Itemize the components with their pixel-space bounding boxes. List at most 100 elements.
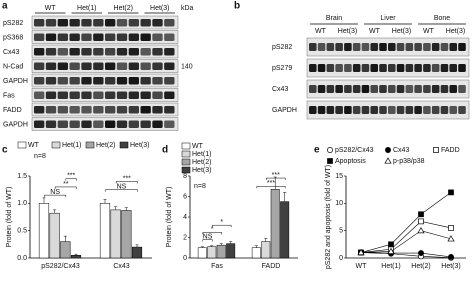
- blot-band: [431, 106, 440, 114]
- blot-band: [164, 33, 175, 41]
- blot-band: [317, 43, 326, 51]
- blot-band: [344, 85, 352, 93]
- blot-band: [93, 33, 104, 41]
- blot-band: [449, 85, 458, 93]
- blot-band: [140, 33, 151, 41]
- blot-band: [34, 33, 45, 41]
- legend-marker: [327, 158, 333, 164]
- legend-label: Het(1): [62, 142, 81, 149]
- blot-band: [423, 85, 431, 93]
- blot-band: [326, 64, 335, 72]
- blot-band: [152, 77, 163, 85]
- significance-label: *: [220, 219, 223, 226]
- row-label: FADD: [3, 107, 22, 114]
- blot-band: [45, 77, 57, 85]
- significance-bracket: [105, 189, 138, 192]
- legend-label: Het(1): [192, 151, 211, 158]
- blot-band: [69, 19, 80, 27]
- legend-label: Het(3): [130, 142, 149, 149]
- legend-swatch: [51, 141, 61, 149]
- significance-label: ***: [67, 173, 75, 180]
- row-label: GAPDH: [272, 107, 297, 114]
- group-label: Het(3): [446, 28, 465, 35]
- significance-label: ***: [123, 175, 131, 182]
- significance-label: NS: [203, 233, 213, 240]
- row-label: GAPDH: [3, 122, 28, 129]
- blot-band: [152, 62, 163, 70]
- blot-band: [140, 120, 151, 128]
- legend-marker: [433, 147, 439, 153]
- row-label: GAPDH: [3, 78, 28, 85]
- blot-band: [396, 106, 405, 114]
- blot-band: [440, 64, 449, 72]
- blot-band: [81, 62, 92, 70]
- blot-band: [69, 48, 80, 56]
- blot-band: [81, 19, 92, 27]
- note: n=8: [194, 183, 206, 190]
- panel-label: d: [162, 145, 168, 156]
- blot-band: [34, 62, 45, 70]
- point: [387, 247, 395, 254]
- blot-band: [116, 33, 128, 41]
- bar: [226, 243, 236, 259]
- tissue-label: Bone: [434, 15, 450, 22]
- blot-band: [128, 106, 139, 114]
- blot-band: [164, 48, 175, 56]
- blot-band: [370, 85, 379, 93]
- row-label: pS279: [272, 65, 292, 72]
- blot-band: [45, 19, 57, 27]
- blot-band: [317, 106, 326, 114]
- row-label: Cx43: [272, 86, 288, 93]
- blot-band: [57, 77, 68, 85]
- group-label: WT: [315, 28, 327, 35]
- blot-band: [152, 33, 163, 41]
- blot-band: [317, 64, 326, 72]
- point: [447, 235, 455, 242]
- x-tick-label: Cx43: [113, 263, 129, 270]
- y-tick-label: 4: [183, 214, 187, 221]
- blot-band: [449, 106, 458, 114]
- blot-band: [152, 48, 163, 56]
- blot-band: [93, 19, 104, 27]
- blot-band: [361, 43, 370, 51]
- blot-band: [431, 85, 440, 93]
- blot-band: [414, 64, 422, 72]
- bar: [60, 241, 71, 259]
- blot-band: [379, 85, 387, 93]
- blot-band: [34, 19, 45, 27]
- blot-band: [81, 48, 92, 56]
- bar: [280, 201, 290, 259]
- blot-band: [45, 33, 57, 41]
- blot-band: [128, 62, 139, 70]
- blot-band: [128, 77, 139, 85]
- row-label: N-Cad: [3, 64, 23, 71]
- significance-label: NS: [117, 184, 127, 191]
- blot-band: [152, 106, 163, 114]
- blot-band: [45, 48, 57, 56]
- blot-band: [105, 120, 116, 128]
- point: [448, 225, 454, 231]
- blot-band: [405, 43, 414, 51]
- x-tick-label: Het(3): [441, 263, 460, 270]
- blot-band: [164, 120, 175, 128]
- blot-band: [309, 106, 317, 114]
- point: [418, 211, 424, 218]
- blot-band: [69, 77, 80, 85]
- blot-band: [81, 33, 92, 41]
- legend-label: FADD: [441, 147, 460, 154]
- y-tick-label: 6: [183, 193, 187, 200]
- x-tick-label: Het(2): [411, 263, 430, 270]
- y-tick-label: 15: [335, 173, 343, 180]
- row-label: pS282: [3, 20, 23, 27]
- blot-band: [69, 33, 80, 41]
- significance-bracket: [44, 194, 67, 198]
- legend-label: Het(2): [192, 159, 211, 166]
- point: [417, 226, 425, 234]
- significance-label: *: [211, 226, 214, 233]
- blot-band: [326, 106, 335, 114]
- blot-band: [164, 106, 175, 114]
- significance-bracket: [212, 224, 232, 228]
- legend-label: p-p38/p38: [393, 158, 425, 165]
- blot-band: [140, 48, 151, 56]
- blot-band: [309, 64, 317, 72]
